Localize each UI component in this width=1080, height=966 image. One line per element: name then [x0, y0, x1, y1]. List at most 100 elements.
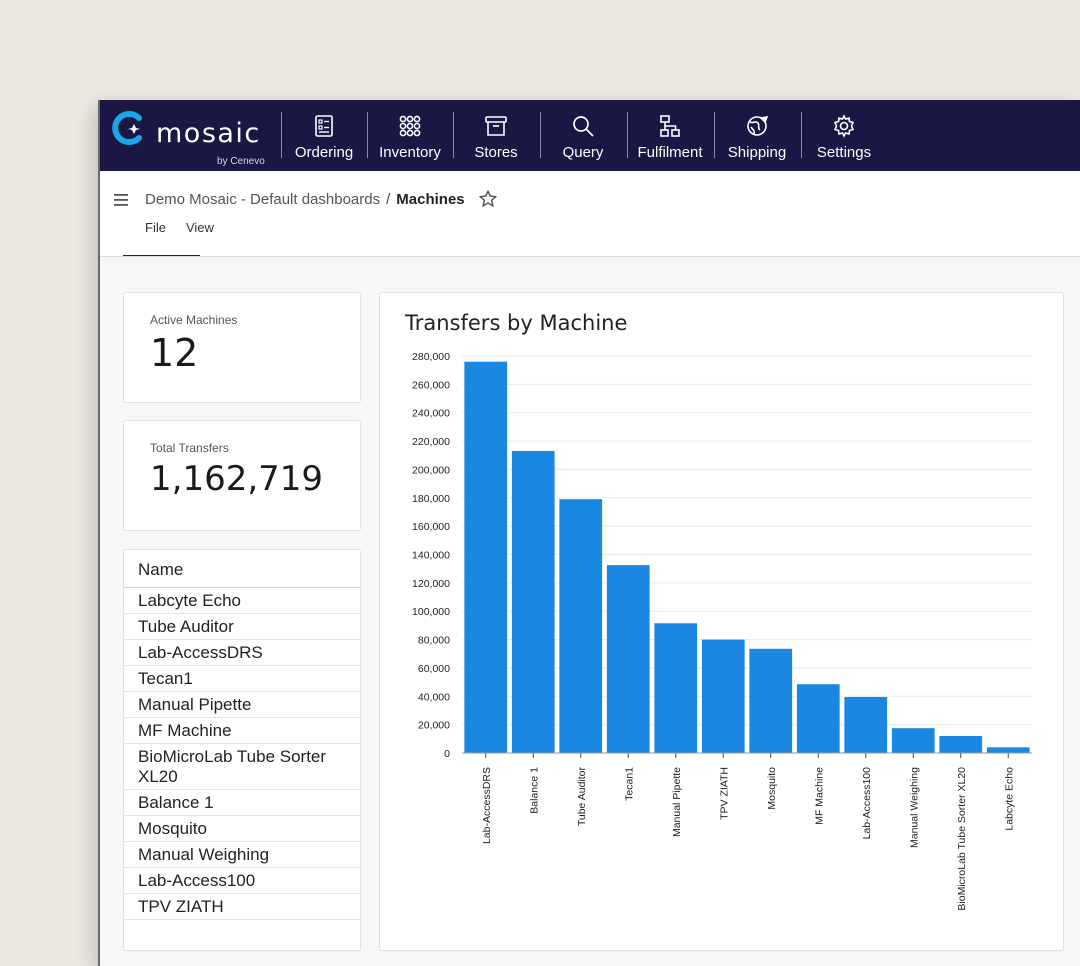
nav-label: Inventory: [379, 144, 441, 161]
y-tick-label: 60,000: [418, 663, 450, 675]
kpi-total-transfers: Total Transfers 1,162,719: [123, 420, 361, 531]
bar[interactable]: [654, 623, 698, 753]
y-tick-label: 80,000: [418, 635, 450, 647]
list-item[interactable]: Balance 1: [124, 790, 360, 816]
bar[interactable]: [796, 684, 840, 753]
kpi-label: Active Machines: [150, 313, 238, 327]
x-tick-label: Tube Auditor: [576, 767, 588, 827]
y-tick-label: 160,000: [412, 521, 450, 533]
x-tick-label: BioMicroLab Tube Sorter XL20: [956, 767, 968, 911]
bar[interactable]: [844, 696, 888, 753]
nav-label: Stores: [474, 144, 518, 161]
x-tick-label: Lab-AccessDRS: [481, 767, 493, 844]
stores-icon: [453, 114, 539, 140]
page-title: Machines: [396, 191, 465, 208]
nav-fulfilment[interactable]: Fulfilment: [627, 100, 713, 171]
y-tick-label: 120,000: [412, 578, 450, 590]
app-window: mosaic by Cenevo Ordering Inventory Stor…: [100, 100, 1080, 966]
gear-icon: [801, 114, 887, 140]
list-item[interactable]: Lab-AccessDRS: [124, 640, 360, 666]
y-tick-label: 140,000: [412, 550, 450, 562]
top-nav: mosaic by Cenevo Ordering Inventory Stor…: [100, 100, 1080, 171]
logo-subtitle: by Cenevo: [217, 156, 265, 167]
shipping-icon: [714, 114, 800, 140]
list-item[interactable]: TPV ZIATH: [124, 894, 360, 920]
y-tick-label: 280,000: [412, 351, 450, 363]
nav-inventory[interactable]: Inventory: [367, 100, 453, 171]
nav-settings[interactable]: Settings: [801, 100, 887, 171]
bar[interactable]: [939, 735, 983, 753]
x-tick-label: Labcyte Echo: [1003, 767, 1015, 831]
dashboard-content: Active Machines 12 Total Transfers 1,162…: [100, 257, 1080, 966]
mosaic-logo[interactable]: mosaic by Cenevo: [110, 110, 275, 167]
logo-text: mosaic: [156, 118, 261, 149]
list-items: Labcyte Echo Tube Auditor Lab-AccessDRS Tec…: [124, 588, 360, 920]
list-item[interactable]: BioMicroLab Tube Sorter XL20: [124, 744, 360, 790]
hamburger-menu-icon[interactable]: [114, 194, 128, 206]
mosaic-logo-icon: [112, 111, 142, 145]
nav-separator: [453, 112, 454, 158]
nav-stores[interactable]: Stores: [453, 100, 539, 171]
x-tick-label: Manual Pipette: [671, 767, 683, 837]
machine-name-list: Name Labcyte Echo Tube Auditor Lab-AccessD…: [123, 549, 361, 951]
y-tick-label: 260,000: [412, 379, 450, 391]
nav-separator: [281, 112, 282, 158]
y-tick-label: 40,000: [418, 691, 450, 703]
kpi-active-machines: Active Machines 12: [123, 292, 361, 403]
inventory-icon: [367, 114, 453, 140]
page-header: Demo Mosaic - Default dashboards / Machine…: [100, 171, 1080, 257]
header-divider: [100, 256, 1080, 257]
transfers-bar-chart: 0 20,000 40,000 60,000 80,000 100,000 120,000 1…: [412, 351, 1032, 911]
x-tick-label: Balance 1: [528, 767, 540, 814]
bar[interactable]: [606, 565, 650, 753]
nav-label: Shipping: [727, 144, 787, 161]
nav-label: Settings: [816, 144, 872, 161]
nav-label: Ordering: [294, 144, 354, 161]
list-item[interactable]: MF Machine: [124, 718, 360, 744]
y-tick-label: 180,000: [412, 493, 450, 505]
nav-separator: [801, 112, 802, 158]
breadcrumb-parent[interactable]: Demo Mosaic - Default dashboards: [145, 191, 381, 208]
list-item[interactable]: Tube Auditor: [124, 614, 360, 640]
list-item[interactable]: Manual Pipette: [124, 692, 360, 718]
y-tick-label: 200,000: [412, 464, 450, 476]
breadcrumb: Demo Mosaic - Default dashboards / Machine…: [145, 191, 465, 208]
nav-ordering[interactable]: Ordering: [281, 100, 367, 171]
file-menu-bar: File View: [145, 220, 234, 235]
nav-query[interactable]: Query: [540, 100, 626, 171]
y-tick-label: 220,000: [412, 436, 450, 448]
bar[interactable]: [891, 728, 935, 753]
x-tick-label: Tecan1: [623, 767, 635, 801]
list-item[interactable]: Mosquito: [124, 816, 360, 842]
y-tick-label: 240,000: [412, 408, 450, 420]
bar[interactable]: [701, 639, 745, 753]
x-tick-label: TPV ZIATH: [718, 767, 730, 820]
x-tick-label: Mosquito: [766, 767, 778, 810]
y-tick-label: 20,000: [418, 720, 450, 732]
nav-separator: [367, 112, 368, 158]
breadcrumb-separator: /: [386, 191, 391, 208]
bar[interactable]: [511, 450, 555, 753]
star-icon[interactable]: [478, 189, 498, 209]
x-tick-label: Lab-Access100: [861, 767, 873, 840]
list-item[interactable]: Manual Weighing: [124, 842, 360, 868]
bar[interactable]: [749, 648, 793, 753]
search-icon: [540, 114, 626, 140]
y-tick-label: 100,000: [412, 606, 450, 618]
list-header: Name: [138, 560, 184, 579]
bar[interactable]: [986, 747, 1030, 753]
list-item[interactable]: Lab-Access100: [124, 868, 360, 894]
list-item[interactable]: Tecan1: [124, 666, 360, 692]
bar[interactable]: [559, 499, 603, 753]
nav-separator: [540, 112, 541, 158]
nav-label: Query: [562, 144, 604, 161]
bar[interactable]: [464, 361, 508, 753]
list-item[interactable]: Labcyte Echo: [124, 588, 360, 614]
menu-view[interactable]: View: [185, 220, 214, 235]
nav-shipping[interactable]: Shipping: [714, 100, 800, 171]
chart-title: Transfers by Machine: [405, 311, 628, 335]
menu-file[interactable]: File: [145, 220, 166, 235]
nav-separator: [714, 112, 715, 158]
y-tick-label: 0: [444, 748, 450, 760]
nav-separator: [627, 112, 628, 158]
